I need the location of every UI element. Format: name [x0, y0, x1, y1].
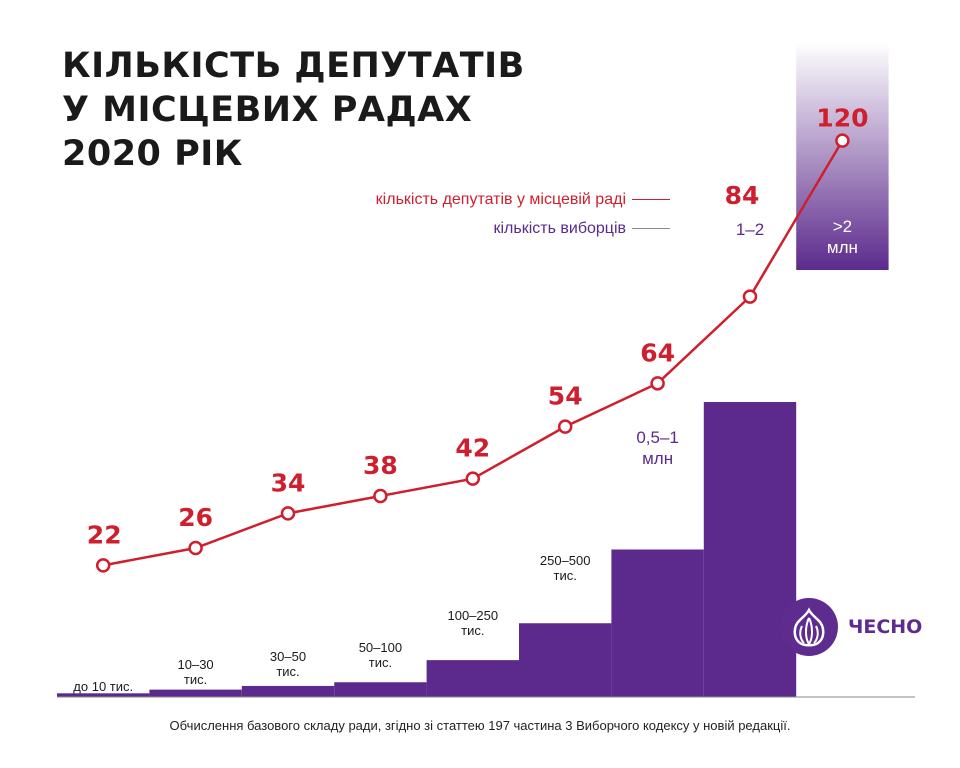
category-label-7-0: 1–2 [736, 220, 764, 239]
category-label-5-0: 250–500 [540, 553, 591, 568]
garlic-icon [780, 598, 838, 656]
deputies-point-0 [95, 558, 111, 573]
category-label-4-0: 100–250 [447, 608, 498, 623]
category-label-8-1: млн [827, 238, 858, 257]
category-label-4-1: тис. [461, 623, 484, 638]
voters-bar-5 [519, 623, 612, 697]
deputies-point-5 [557, 419, 573, 434]
deputies-value-label-1: 26 [178, 503, 213, 532]
deputies-value-label-5: 54 [548, 382, 583, 411]
legend-voters-label: кількість виборців [493, 220, 626, 237]
deputies-point-1 [188, 540, 203, 556]
chesno-logo: ЧЕСНО [780, 598, 923, 658]
category-label-0-0: до 10 тис. [73, 679, 133, 694]
voters-bar-top-8 [796, 42, 889, 270]
voters-bar-1 [149, 689, 242, 697]
deputies-point-7 [742, 289, 758, 304]
deputies-value-label-8: 120 [816, 104, 868, 133]
category-label-1-1: тис. [184, 672, 207, 687]
legend-deputies-label: кількість депутатів у місцевій раді [375, 191, 626, 208]
deputies-value-label-0: 22 [87, 520, 122, 549]
voters-bar-4 [426, 660, 519, 697]
footnote: Обчислення базового складу ради, згідно … [169, 718, 791, 733]
category-label-2-1: тис. [276, 664, 299, 679]
title-line-3: 2020 РІК [62, 134, 243, 174]
deputies-value-label-7: 84 [725, 181, 760, 210]
legend-voters-line [632, 228, 670, 230]
deputies-value-label-3: 38 [363, 451, 398, 480]
category-label-7-1: млн [735, 241, 766, 260]
deputies-point-3 [373, 488, 388, 504]
category-label-6-0: 0,5–1 [636, 428, 679, 447]
category-label-6-1: млн [642, 449, 673, 468]
category-label-3-1: тис. [369, 655, 392, 670]
voters-bar-7 [703, 402, 797, 697]
legend-deputies: кількість депутатів у місцевій раді [376, 191, 670, 209]
legend-deputies-line [632, 199, 670, 201]
deputies-point-8 [835, 133, 850, 148]
deputies-value-label-2: 34 [271, 468, 306, 497]
category-label-5-1: тис. [554, 568, 577, 583]
category-label-2-0: 30–50 [270, 649, 306, 664]
deputies-value-label-6: 64 [640, 338, 675, 367]
voters-bar-0 [57, 693, 150, 697]
deputies-value-label-4: 42 [455, 434, 490, 463]
title-line-1: КІЛЬКІСТЬ ДЕПУТАТІВ [62, 46, 525, 86]
category-label-1-0: 10–30 [178, 657, 214, 672]
deputies-point-4 [465, 471, 481, 486]
deputies-point-6 [650, 376, 665, 391]
voters-bar-3 [334, 682, 427, 697]
voters-bar-6 [611, 549, 704, 697]
title-line-2: У МІСЦЕВИХ РАДАХ [62, 90, 473, 130]
legend-voters: кількість виборців [493, 220, 670, 238]
deputies-point-2 [280, 506, 296, 521]
logo-text: ЧЕСНО [848, 616, 923, 638]
voters-bar-2 [241, 685, 335, 697]
category-label-3-0: 50–100 [359, 640, 402, 655]
chart-title: КІЛЬКІСТЬ ДЕПУТАТІВ У МІСЦЕВИХ РАДАХ 202… [62, 44, 622, 176]
category-label-8-0: >2 [833, 217, 852, 236]
